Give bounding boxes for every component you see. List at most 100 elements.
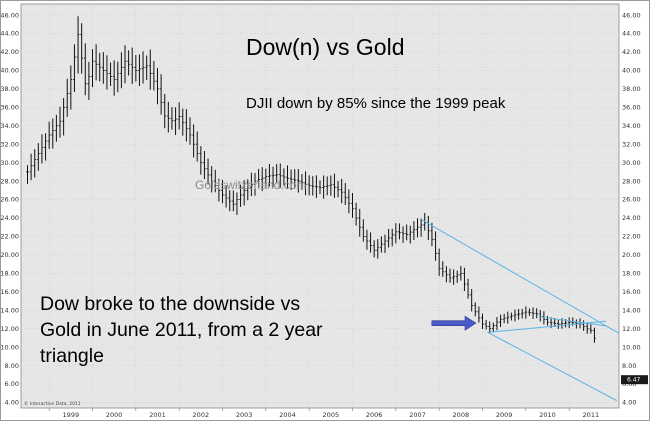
ohlc-bar	[311, 176, 315, 196]
ohlc-bar	[390, 228, 394, 247]
ohlc-bar	[365, 229, 369, 250]
y-tick-label-left: 26.00	[0, 196, 19, 204]
ohlc-bar	[535, 308, 539, 319]
y-tick-label-left: 28.00	[0, 177, 19, 185]
x-tick-label: 2004	[279, 411, 296, 419]
ohlc-bar	[307, 175, 311, 196]
data-credit: © Interactive Data, 2011	[24, 400, 81, 407]
ohlc-bar	[502, 313, 506, 324]
y-tick-label-left: 14.00	[0, 306, 19, 314]
ohlc-bar	[495, 317, 499, 331]
ohlc-bar	[83, 43, 87, 96]
y-axis-left: 4.00 6.00 8.00 10.00 12.00 14.00 16.00 18.00 20.…	[0, 11, 19, 406]
ohlc-bar	[228, 190, 232, 212]
last-value-label: 6.47	[627, 377, 641, 384]
ohlc-bar	[567, 317, 571, 329]
ohlc-bar	[116, 61, 120, 93]
x-axis: 1999 2000 2001 2002 2003 2004 2005 2006 2007 2008…	[48, 408, 599, 419]
ohlc-bar	[593, 327, 596, 343]
ohlc-bar	[401, 226, 405, 243]
y-tick-label-left: 24.00	[0, 214, 19, 222]
ohlc-bar	[253, 173, 257, 196]
y-axis-right: 4.00 6.00 8.00 10.00 12.00 14.00 16.00 18.00 20.…	[622, 11, 641, 406]
y-tick-label-right: 20.00	[622, 251, 641, 259]
y-tick-label-right: 4.00	[622, 399, 636, 407]
ohlc-bar	[166, 101, 170, 133]
ohlc-bar	[463, 267, 466, 292]
y-tick-label-right: 46.00	[622, 11, 641, 19]
ohlc-bar	[343, 183, 347, 205]
ohlc-bar	[582, 320, 586, 331]
ohlc-bar	[213, 169, 217, 193]
ohlc-bar	[481, 313, 484, 330]
ohlc-bar	[44, 133, 47, 161]
y-tick-label-right: 30.00	[622, 159, 641, 167]
ohlc-bar	[336, 180, 340, 198]
ohlc-bar	[130, 47, 134, 85]
ohlc-bar	[506, 311, 510, 324]
ohlc-bar	[87, 61, 91, 101]
ohlc-bar	[123, 45, 127, 84]
ohlc-bar	[98, 52, 102, 82]
annotation-line-2: Gold in June 2011, from a 2 year	[40, 319, 323, 341]
ohlc-bar	[351, 192, 354, 218]
ohlc-bar	[473, 302, 477, 317]
ohlc-bar	[40, 134, 44, 164]
ohlc-bar	[257, 168, 261, 188]
y-tick-label-left: 32.00	[0, 140, 19, 148]
y-tick-label-right: 6.00	[622, 380, 636, 388]
y-tick-label-right: 14.00	[622, 306, 641, 314]
y-tick-label-right: 10.00	[622, 343, 641, 351]
ohlc-bar	[271, 166, 275, 188]
ohlc-bar	[26, 165, 29, 184]
y-tick-label-left: 30.00	[0, 159, 19, 167]
ohlc-bar	[333, 173, 336, 198]
ohlc-bar	[119, 52, 123, 89]
y-tick-label-left: 34.00	[0, 122, 19, 130]
ohlc-bar	[585, 322, 589, 334]
ohlc-bar	[224, 185, 228, 208]
ohlc-bar	[181, 108, 185, 136]
y-tick-label-right: 32.00	[622, 140, 641, 148]
y-tick-label-right: 24.00	[622, 214, 641, 222]
ohlc-bar	[286, 165, 289, 190]
ohlc-bar	[376, 239, 380, 259]
ohlc-bar	[199, 146, 203, 175]
ohlc-bar	[589, 324, 593, 334]
x-tick-label: 1999	[63, 411, 80, 419]
gridlines	[21, 4, 619, 408]
ohlc-bar	[148, 49, 152, 90]
ohlc-bar	[174, 107, 177, 136]
ohlc-bar	[408, 225, 412, 244]
ohlc-bar	[184, 109, 188, 142]
y-tick-label-right: 28.00	[622, 177, 641, 185]
trendline	[538, 316, 607, 327]
ohlc-bar	[369, 232, 372, 253]
ohlc-bar	[553, 318, 557, 327]
ohlc-bar	[513, 309, 517, 322]
ohlc-bar	[239, 184, 242, 207]
ohlc-bar	[80, 23, 84, 74]
annotation-line-1: Dow broke to the downside vs	[40, 293, 300, 315]
ohlc-bar	[282, 168, 286, 186]
ohlc-bar	[444, 266, 448, 283]
triangle-trendlines	[421, 219, 620, 402]
ohlc-bar	[134, 54, 138, 82]
ohlc-bar	[470, 288, 474, 312]
ohlc-bar	[358, 208, 362, 237]
ohlc-bar	[195, 131, 199, 162]
ohlc-bar	[29, 153, 33, 181]
ohlc-bar	[278, 163, 282, 188]
ohlc-bar	[91, 49, 94, 88]
ohlc-bar	[73, 44, 76, 92]
y-tick-label-right: 34.00	[622, 122, 641, 130]
ohlc-bar	[246, 179, 250, 201]
ohlc-bar	[430, 222, 434, 247]
ohlc-bar	[210, 166, 214, 193]
ohlc-bar	[54, 114, 58, 142]
ohlc-bar	[206, 158, 210, 185]
x-tick-label: 2008	[453, 411, 470, 419]
ohlc-bar	[405, 224, 409, 241]
ohlc-bar	[379, 236, 383, 253]
ohlc-bar	[509, 312, 513, 321]
